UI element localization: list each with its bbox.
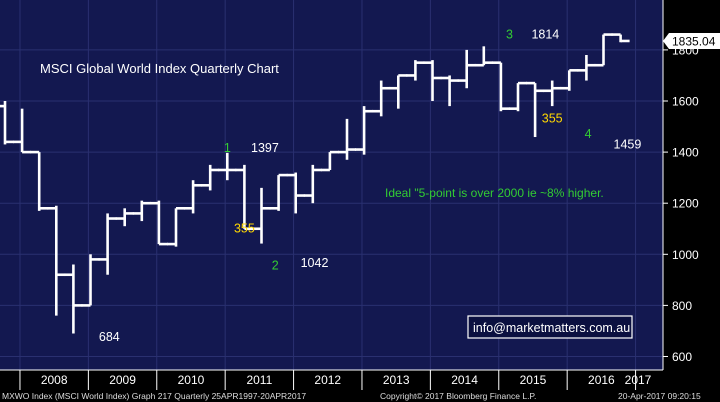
ohlc-bar-14 <box>235 164 254 231</box>
ohlc-bar-15 <box>252 187 271 244</box>
price-bars <box>0 33 630 334</box>
annotation-2: 355 <box>234 222 255 236</box>
grid-lines <box>0 0 663 370</box>
ohlc-bar-36 <box>611 33 630 43</box>
ohlc-bar-28 <box>474 46 493 67</box>
ohlc-bar-29 <box>491 61 510 112</box>
x-axis: 2008 2009 2010 2011 2012 2013 2014 2015 2016 2017 <box>0 369 720 390</box>
annotation-0: 1 <box>224 141 231 155</box>
ohlc-bar-35 <box>594 33 613 67</box>
x-tick-label-2012: 2012 <box>314 373 341 387</box>
x-axis-band <box>0 370 720 390</box>
ohlc-bar-17 <box>286 172 305 214</box>
annotation-9: 4 <box>585 127 592 141</box>
ohlc-bar-6 <box>98 213 117 275</box>
ohlc-bar-18 <box>303 164 322 204</box>
chart-annotations: 1 1397 355 2 1042 684 3 1814 355 4 1459 <box>99 27 642 344</box>
ohlc-bar-7 <box>115 208 134 227</box>
ohlc-bar-19 <box>320 150 339 172</box>
x-tick-label-2016: 2016 <box>588 373 615 387</box>
ohlc-bar-20 <box>338 118 356 160</box>
ohlc-bar-31 <box>526 81 545 138</box>
ohlc-bar-9 <box>149 200 168 246</box>
annotation-7: 1814 <box>531 27 559 41</box>
y-tick-label-800: 800 <box>672 299 692 313</box>
axis-background <box>663 0 720 370</box>
footer-bar <box>0 390 720 402</box>
watermark-box[interactable]: info@marketmatters.com.au <box>467 315 633 339</box>
annotation-10: 1459 <box>614 137 642 151</box>
chart-title: MSCI Global World Index Quarterly Chart <box>40 61 279 76</box>
y-tick-label-1200: 1200 <box>672 197 699 211</box>
ohlc-bar-0 <box>0 101 14 145</box>
ohlc-bar-11 <box>184 180 203 214</box>
x-tick-label-2009: 2009 <box>109 373 136 387</box>
projection-note: Ideal "5-point is over 2000 ie ~8% highe… <box>385 186 604 200</box>
ohlc-bar-34 <box>577 55 596 81</box>
footer-right: 20-Apr-2017 09:20:15 <box>618 391 701 401</box>
footer-left: MXWO Index (MSCI World Index) Graph 217 … <box>2 391 306 401</box>
annotation-8: 355 <box>542 112 563 126</box>
ohlc-bar-4 <box>64 264 83 334</box>
footer-center: Copyright© 2017 Bloomberg Finance L.P. <box>380 391 536 401</box>
x-tick-label-2010: 2010 <box>178 373 205 387</box>
ohlc-bar-23 <box>389 74 408 109</box>
last-price-value: 1835.04 <box>672 34 716 48</box>
last-price-label: 1835.04 <box>663 32 720 49</box>
x-tick-label-2014: 2014 <box>451 373 478 387</box>
ohlc-bar-8 <box>132 200 151 222</box>
ohlc-bar-33 <box>560 69 579 91</box>
ohlc-bar-10 <box>167 207 185 247</box>
annotation-4: 1042 <box>301 256 329 270</box>
plot-background <box>0 0 663 370</box>
ohlc-bar-1 <box>13 108 32 154</box>
ohlc-bar-32 <box>543 80 562 107</box>
annotation-5: 684 <box>99 330 120 344</box>
ohlc-bar-26 <box>440 75 459 107</box>
x-tick-label-2017: 2017 <box>625 373 652 387</box>
ohlc-bar-22 <box>372 80 391 117</box>
ohlc-bar-13 <box>218 152 237 181</box>
annotation-6: 3 <box>506 27 513 41</box>
y-tick-label-1000: 1000 <box>672 248 699 262</box>
x-tick-label-2008: 2008 <box>41 373 68 387</box>
ohlc-bar-25 <box>423 60 442 101</box>
ohlc-bar-27 <box>457 49 476 89</box>
ohlc-bar-21 <box>355 106 374 155</box>
ohlc-bar-5 <box>81 254 100 307</box>
ohlc-bar-30 <box>509 81 527 112</box>
watermark-link[interactable]: info@marketmatters.com.au <box>473 321 630 335</box>
y-tick-label-600: 600 <box>672 350 692 364</box>
annotation-1: 1397 <box>251 141 279 155</box>
x-tick-label-2015: 2015 <box>520 373 547 387</box>
ohlc-bar-2 <box>30 150 49 211</box>
y-tick-label-1400: 1400 <box>672 146 699 160</box>
ohlc-bar-24 <box>406 60 425 81</box>
ohlc-bar-12 <box>201 164 220 191</box>
ohlc-bar-3 <box>47 205 66 316</box>
ohlc-bar-16 <box>269 173 288 211</box>
x-tick-label-2011: 2011 <box>246 373 272 387</box>
annotation-3: 2 <box>272 259 279 273</box>
x-tick-label-2013: 2013 <box>383 373 410 387</box>
y-tick-label-1600: 1600 <box>672 95 699 109</box>
